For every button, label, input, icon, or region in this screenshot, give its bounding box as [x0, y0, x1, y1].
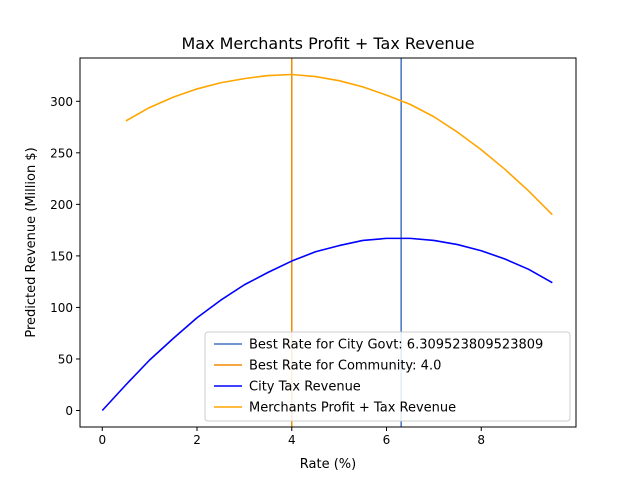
y-tick-label: 0	[65, 404, 73, 418]
y-tick-label: 300	[50, 95, 73, 109]
chart-title: Max Merchants Profit + Tax Revenue	[181, 34, 474, 53]
legend-label-merchants: Merchants Profit + Tax Revenue	[249, 401, 456, 416]
x-tick-label: 0	[98, 433, 106, 447]
city-tax-revenue-line	[101, 237, 553, 412]
x-axis: 0 2 4 6 8	[98, 427, 485, 447]
merchants-profit-tax-line	[125, 73, 553, 216]
y-tick-label: 50	[58, 352, 73, 366]
y-axis-title: Predicted Revenue (Million $)	[24, 147, 39, 337]
y-axis: 0 50 100 150 200 250 300	[50, 95, 80, 418]
x-tick-label: 4	[288, 433, 296, 447]
x-axis-title: Rate (%)	[300, 457, 356, 472]
y-tick-label: 250	[50, 146, 73, 160]
y-tick-label: 200	[50, 198, 73, 212]
plot-frame	[79, 57, 577, 428]
legend-label-community: Best Rate for Community: 4.0	[249, 359, 441, 374]
x-tick-label: 2	[193, 433, 201, 447]
legend-label-city-govt: Best Rate for City Govt: 6.3095238095238…	[249, 338, 543, 353]
x-tick-label: 8	[477, 433, 485, 447]
y-tick-label: 150	[50, 249, 73, 263]
y-tick-label: 100	[50, 301, 73, 315]
legend-box	[204, 331, 571, 422]
x-tick-label: 6	[383, 433, 391, 447]
legend: Best Rate for City Govt: 6.3095238095238…	[204, 331, 571, 422]
legend-label-city-tax: City Tax Revenue	[249, 380, 361, 395]
